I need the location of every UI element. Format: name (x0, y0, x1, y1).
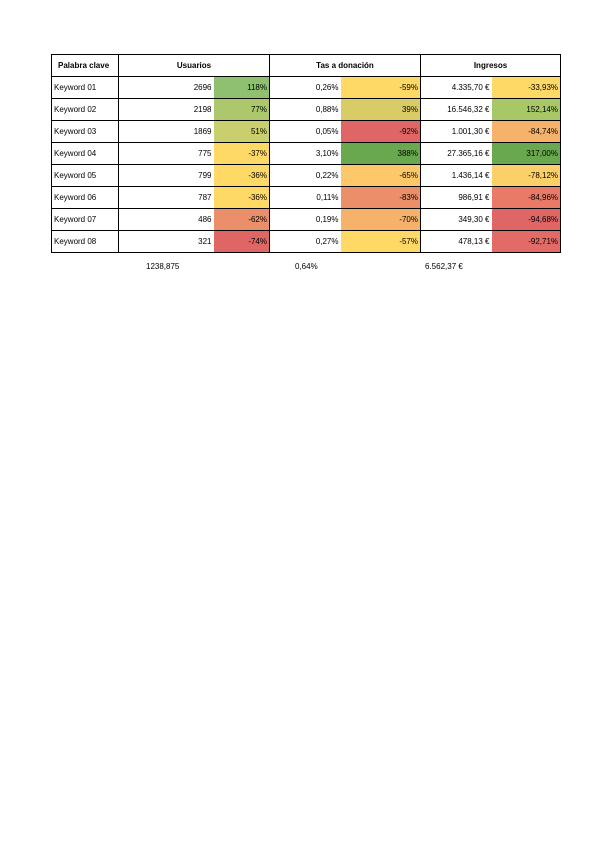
keyword-cell: Keyword 02 (51, 98, 119, 121)
ingresos-change-cell: -94,68% (491, 208, 561, 231)
keyword-cell: Keyword 05 (51, 164, 119, 187)
ingresos-change-cell: -33,93% (491, 76, 561, 99)
usuarios-change-cell: -36% (213, 186, 270, 209)
tasa-cell: 0,11% (269, 186, 341, 209)
total-usuarios: 1238,875 (146, 262, 180, 271)
keyword-table: Palabra clave Usuarios Tas a donación In… (51, 54, 561, 253)
table-row: Keyword 03 1869 51% 0,05% -92% 1.001,30 € -84,… (51, 120, 561, 143)
tasa-cell: 0,26% (269, 76, 341, 99)
tasa-change-cell: -92% (340, 120, 421, 143)
ingresos-cell: 27.365,16 € (420, 142, 492, 165)
header-tasa-donacion: Tas a donación (269, 54, 421, 77)
ingresos-change-cell: 317,00% (491, 142, 561, 165)
usuarios-cell: 775 (118, 142, 214, 165)
ingresos-cell: 1.436,14 € (420, 164, 492, 187)
ingresos-change-cell: 152,14% (491, 98, 561, 121)
usuarios-change-cell: -36% (213, 164, 270, 187)
keyword-cell: Keyword 04 (51, 142, 119, 165)
usuarios-change-cell: 118% (213, 76, 270, 99)
keyword-cell: Keyword 06 (51, 186, 119, 209)
table-row: Keyword 04 775 -37% 3,10% 388% 27.365,16 €317… (51, 142, 561, 165)
ingresos-cell: 1.001,30 € (420, 120, 492, 143)
keyword-cell: Keyword 07 (51, 208, 119, 231)
usuarios-cell: 1869 (118, 120, 214, 143)
tasa-change-cell: 39% (340, 98, 421, 121)
tasa-change-cell: -65% (340, 164, 421, 187)
total-ingresos: 6.562,37 € (425, 262, 463, 271)
ingresos-change-cell: -84,96% (491, 186, 561, 209)
usuarios-cell: 799 (118, 164, 214, 187)
ingresos-change-cell: -84,74% (491, 120, 561, 143)
usuarios-change-cell: -62% (213, 208, 270, 231)
keyword-cell: Keyword 08 (51, 230, 119, 253)
ingresos-cell: 478,13 € (420, 230, 492, 253)
tasa-cell: 0,05% (269, 120, 341, 143)
header-keyword: Palabra clave (51, 54, 119, 77)
usuarios-cell: 486 (118, 208, 214, 231)
tasa-cell: 0,88% (269, 98, 341, 121)
ingresos-cell: 986,91 € (420, 186, 492, 209)
header-row: Palabra clave Usuarios Tas a donación In… (51, 54, 561, 77)
table-row: Keyword 06 787 -36% 0,11% -83% 986,91 € -84,96… (51, 186, 561, 209)
ingresos-change-cell: -92,71% (491, 230, 561, 253)
tasa-change-cell: -70% (340, 208, 421, 231)
usuarios-cell: 321 (118, 230, 214, 253)
usuarios-cell: 787 (118, 186, 214, 209)
ingresos-cell: 349,30 € (420, 208, 492, 231)
usuarios-change-cell: 51% (213, 120, 270, 143)
table-row: Keyword 07 486 -62% 0,19% -70% 349,30 € -94,68… (51, 208, 561, 231)
usuarios-change-cell: 77% (213, 98, 270, 121)
header-ingresos: Ingresos (420, 54, 561, 77)
ingresos-change-cell: -78,12% (491, 164, 561, 187)
table-row: Keyword 01 2696 118% 0,26% -59% 4.335,70 € -33… (51, 76, 561, 99)
tasa-change-cell: -57% (340, 230, 421, 253)
total-tasa-donacion: 0,64% (295, 262, 318, 271)
ingresos-cell: 4.335,70 € (420, 76, 492, 99)
usuarios-change-cell: -74% (213, 230, 270, 253)
tasa-change-cell: -83% (340, 186, 421, 209)
header-usuarios: Usuarios (118, 54, 270, 77)
tasa-change-cell: -59% (340, 76, 421, 99)
usuarios-change-cell: -37% (213, 142, 270, 165)
table-row: Keyword 05 799 -36% 0,22% -65% 1.436,14 € -78,… (51, 164, 561, 187)
table-row: Keyword 02 2198 77% 0,88% 39% 16.546,32 €152,… (51, 98, 561, 121)
table-body: Keyword 01 2696 118% 0,26% -59% 4.335,70 € -33… (51, 76, 561, 253)
tasa-cell: 3,10% (269, 142, 341, 165)
ingresos-cell: 16.546,32 € (420, 98, 492, 121)
tasa-cell: 0,19% (269, 208, 341, 231)
keyword-cell: Keyword 01 (51, 76, 119, 99)
tasa-change-cell: 388% (340, 142, 421, 165)
tasa-cell: 0,27% (269, 230, 341, 253)
tasa-cell: 0,22% (269, 164, 341, 187)
usuarios-cell: 2696 (118, 76, 214, 99)
usuarios-cell: 2198 (118, 98, 214, 121)
keyword-cell: Keyword 03 (51, 120, 119, 143)
table-row: Keyword 08 321 -74% 0,27% -57% 478,13 € -92,71… (51, 230, 561, 253)
